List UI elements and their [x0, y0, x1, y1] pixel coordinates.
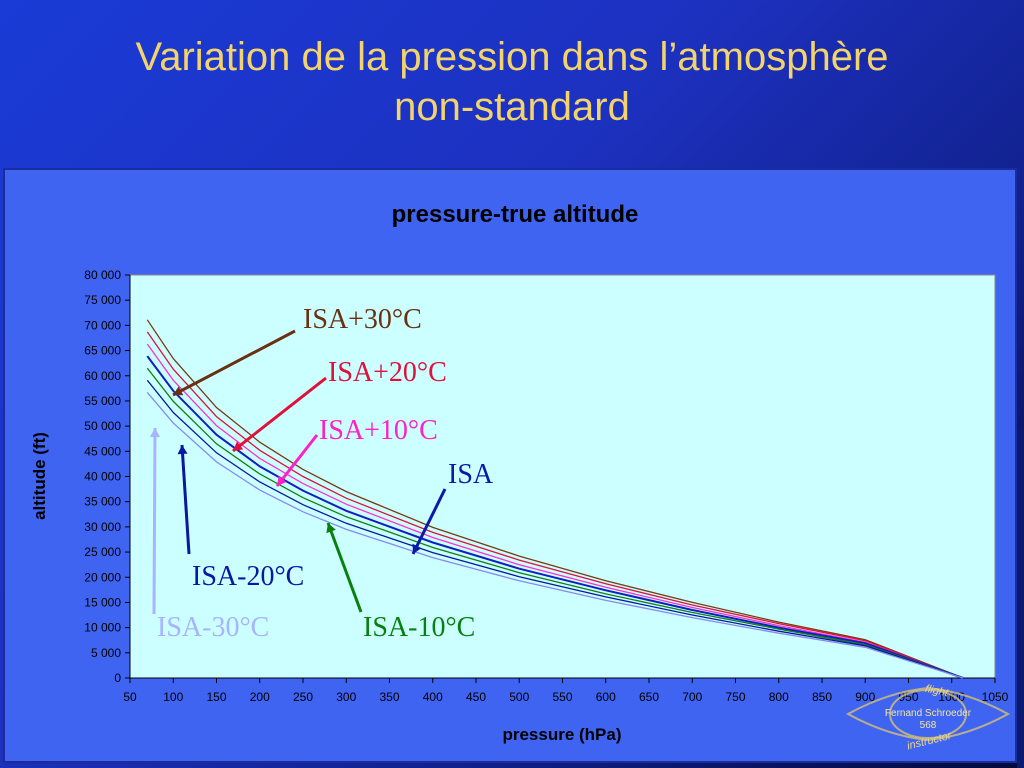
chart-title: pressure-true altitude	[392, 201, 639, 228]
x-tick-label: 750	[725, 690, 745, 704]
y-tick-label: 25 000	[84, 545, 121, 559]
y-axis: 0 5 000 10 000 15 000 20 000 25 000 30 000 35 0…	[84, 268, 131, 685]
badge-bottom-text: instructor	[906, 729, 954, 752]
x-tick-label: 100	[163, 690, 183, 704]
y-tick-label: 80 000	[84, 268, 121, 282]
x-tick-label: 600	[596, 690, 616, 704]
y-tick-label: 5 000	[91, 646, 121, 660]
annotation-label-isa-20-c: ISA-20°C	[192, 561, 304, 592]
annotation-arrowhead-isa-20-c	[233, 441, 244, 451]
slide-title: Variation de la pression dans l’atmosphè…	[0, 32, 1024, 132]
x-tick-label: 250	[293, 690, 313, 704]
y-tick-label: 20 000	[84, 570, 121, 584]
badge-number-text: 568	[920, 720, 937, 731]
x-axis-label: pressure (hPa)	[502, 725, 621, 744]
annotation-arrowhead-isa	[412, 543, 422, 554]
annotations: ISA+30°C ISA+20°C ISA+10°C ISA ISA-20°C ISA-1…	[149, 304, 494, 643]
series-line-isa-20-c	[146, 379, 964, 679]
series-lines	[146, 319, 964, 679]
annotation-label-isa-20-c: ISA+20°C	[328, 357, 447, 388]
x-tick-label: 450	[466, 690, 486, 704]
y-tick-label: 0	[114, 671, 121, 685]
slide-title-line1: Variation de la pression dans l’atmosphè…	[135, 35, 889, 79]
x-tick-label: 350	[379, 690, 399, 704]
y-tick-label: 75 000	[84, 293, 121, 307]
annotation-label-isa-10-c: ISA+10°C	[319, 415, 438, 446]
annotation-arrow-isa-20-c	[232, 376, 327, 453]
y-tick-label: 60 000	[84, 369, 121, 383]
x-tick-label: 950	[898, 690, 918, 704]
y-tick-label: 40 000	[84, 470, 121, 484]
annotation-arrowhead-isa-30-c	[173, 386, 184, 396]
annotation-arrow-isa-30-c	[172, 329, 296, 397]
annotation-label-isa-30-c: ISA-30°C	[157, 612, 269, 643]
y-tick-label: 45 000	[84, 444, 121, 458]
annotation-arrowhead-isa-10-c	[326, 523, 336, 534]
annotation-arrow-isa-30-c	[152, 427, 157, 615]
slide-title-line2: non-standard	[394, 85, 630, 129]
x-tick-label: 900	[855, 690, 875, 704]
y-tick-label: 15 000	[84, 595, 121, 609]
decorative-strip	[1017, 430, 1024, 768]
y-tick-label: 50 000	[84, 419, 121, 433]
badge-top-text: flight	[924, 683, 950, 700]
series-line-isa	[146, 355, 964, 679]
series-line-isa-10-c	[146, 343, 964, 679]
x-tick-label: 850	[812, 690, 832, 704]
chart-panel: pressure-true altitude 0 5 000 10 000 15 00…	[3, 168, 1017, 763]
x-axis: 50 100 150 200 250 300 350 400 450 500 550 600 650 70…	[123, 677, 1009, 704]
annotation-arrowhead-isa-20-c	[177, 445, 188, 455]
annotation-arrow-isa-10-c	[275, 434, 319, 487]
x-tick-label: 50	[123, 690, 137, 704]
y-tick-label: 30 000	[84, 520, 121, 534]
x-tick-label: 400	[423, 690, 443, 704]
series-line-isa-10-c	[146, 367, 964, 679]
x-tick-label: 800	[769, 690, 789, 704]
y-tick-label: 65 000	[84, 344, 121, 358]
y-tick-label: 10 000	[84, 621, 121, 635]
annotation-arrow-isa	[411, 488, 447, 555]
y-tick-label: 55 000	[84, 394, 121, 408]
annotation-arrowhead-isa-30-c	[149, 428, 160, 438]
x-tick-label: 500	[509, 690, 529, 704]
annotation-label-isa-10-c: ISA-10°C	[363, 612, 475, 643]
annotation-label-isa: ISA	[448, 459, 494, 490]
x-tick-label: 650	[639, 690, 659, 704]
x-tick-label: 1050	[982, 690, 1009, 704]
x-tick-label: 550	[552, 690, 572, 704]
y-tick-label: 35 000	[84, 495, 121, 509]
series-line-isa-30-c	[146, 319, 964, 679]
annotation-label-isa-30-c: ISA+30°C	[303, 304, 422, 335]
x-tick-label: 200	[250, 690, 270, 704]
badge-name-text: Fernand Schroeder	[885, 708, 972, 719]
chart-svg: pressure-true altitude 0 5 000 10 000 15 00…	[30, 201, 1011, 752]
y-axis-label: altitude (ft)	[30, 432, 49, 520]
series-line-isa-30-c	[146, 391, 964, 679]
annotation-arrow-isa-10-c	[326, 522, 363, 613]
annotation-arrow-isa-20-c	[180, 444, 191, 555]
x-tick-label: 300	[336, 690, 356, 704]
series-line-isa-20-c	[146, 331, 964, 679]
x-tick-label: 700	[682, 690, 702, 704]
badge-ring	[889, 689, 967, 739]
y-tick-label: 70 000	[84, 318, 121, 332]
annotation-arrowhead-isa-10-c	[277, 475, 287, 486]
badge-wings	[845, 686, 1011, 742]
x-tick-label: 150	[206, 690, 226, 704]
